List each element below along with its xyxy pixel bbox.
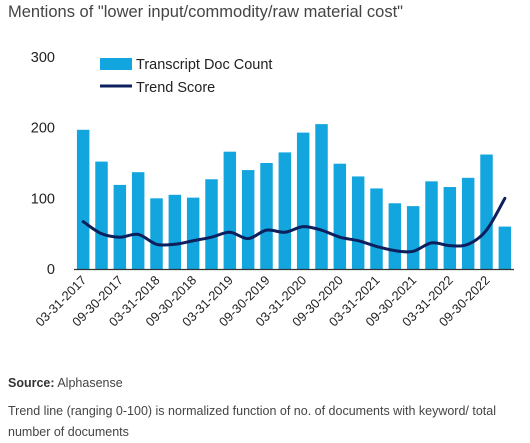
bar-16 [370, 188, 383, 269]
bar-20 [443, 187, 457, 269]
bar-13 [315, 124, 328, 269]
bar-10 [260, 163, 273, 269]
bar-23 [498, 226, 512, 269]
bars [76, 124, 512, 269]
trend-line-group [81, 196, 507, 254]
chart-title: Mentions of "lower input/commodity/raw m… [8, 3, 404, 21]
source-label: Source: [8, 376, 55, 390]
legend-bar-swatch [100, 58, 132, 70]
bar-2 [113, 184, 127, 269]
bar-19 [425, 181, 438, 269]
chart: 0 100 200 300 03-31-201709-30-201703-31-201… [31, 50, 514, 330]
bar-8 [223, 151, 237, 269]
x-axis-labels: 03-31-201709-30-201703-31-201809-30-2018… [32, 273, 492, 330]
bar-15 [351, 176, 365, 269]
legend-bar-label: Transcript Doc Count [136, 57, 272, 73]
bar-14 [333, 163, 347, 269]
bar-11 [278, 152, 292, 269]
legend-line-label: Trend Score [136, 80, 215, 96]
bar-0 [76, 129, 90, 269]
bar-21 [461, 177, 475, 269]
bar-6 [186, 197, 200, 269]
bar-3 [131, 172, 145, 269]
y-tick-label-3: 300 [31, 50, 55, 66]
bar-9 [241, 170, 255, 269]
source-value: Alphasense [57, 376, 123, 390]
bar-7 [205, 179, 218, 269]
y-tick-label-1: 100 [31, 191, 55, 207]
bar-17 [388, 203, 402, 269]
y-tick-label-2: 200 [31, 121, 55, 137]
bar-12 [296, 132, 310, 269]
bar-4 [150, 198, 163, 269]
bar-18 [406, 206, 420, 269]
y-tick-label-0: 0 [47, 262, 55, 278]
legend: Transcript Doc Count Trend Score [100, 57, 272, 96]
bar-1 [95, 161, 108, 269]
trend-line [81, 196, 507, 254]
bar-22 [480, 154, 493, 269]
source-line: Source: Alphasense [8, 376, 123, 390]
y-axis-labels: 0 100 200 300 [31, 50, 55, 278]
bar-5 [168, 194, 182, 269]
footnote: Trend line (ranging 0-100) is normalized… [8, 404, 496, 439]
